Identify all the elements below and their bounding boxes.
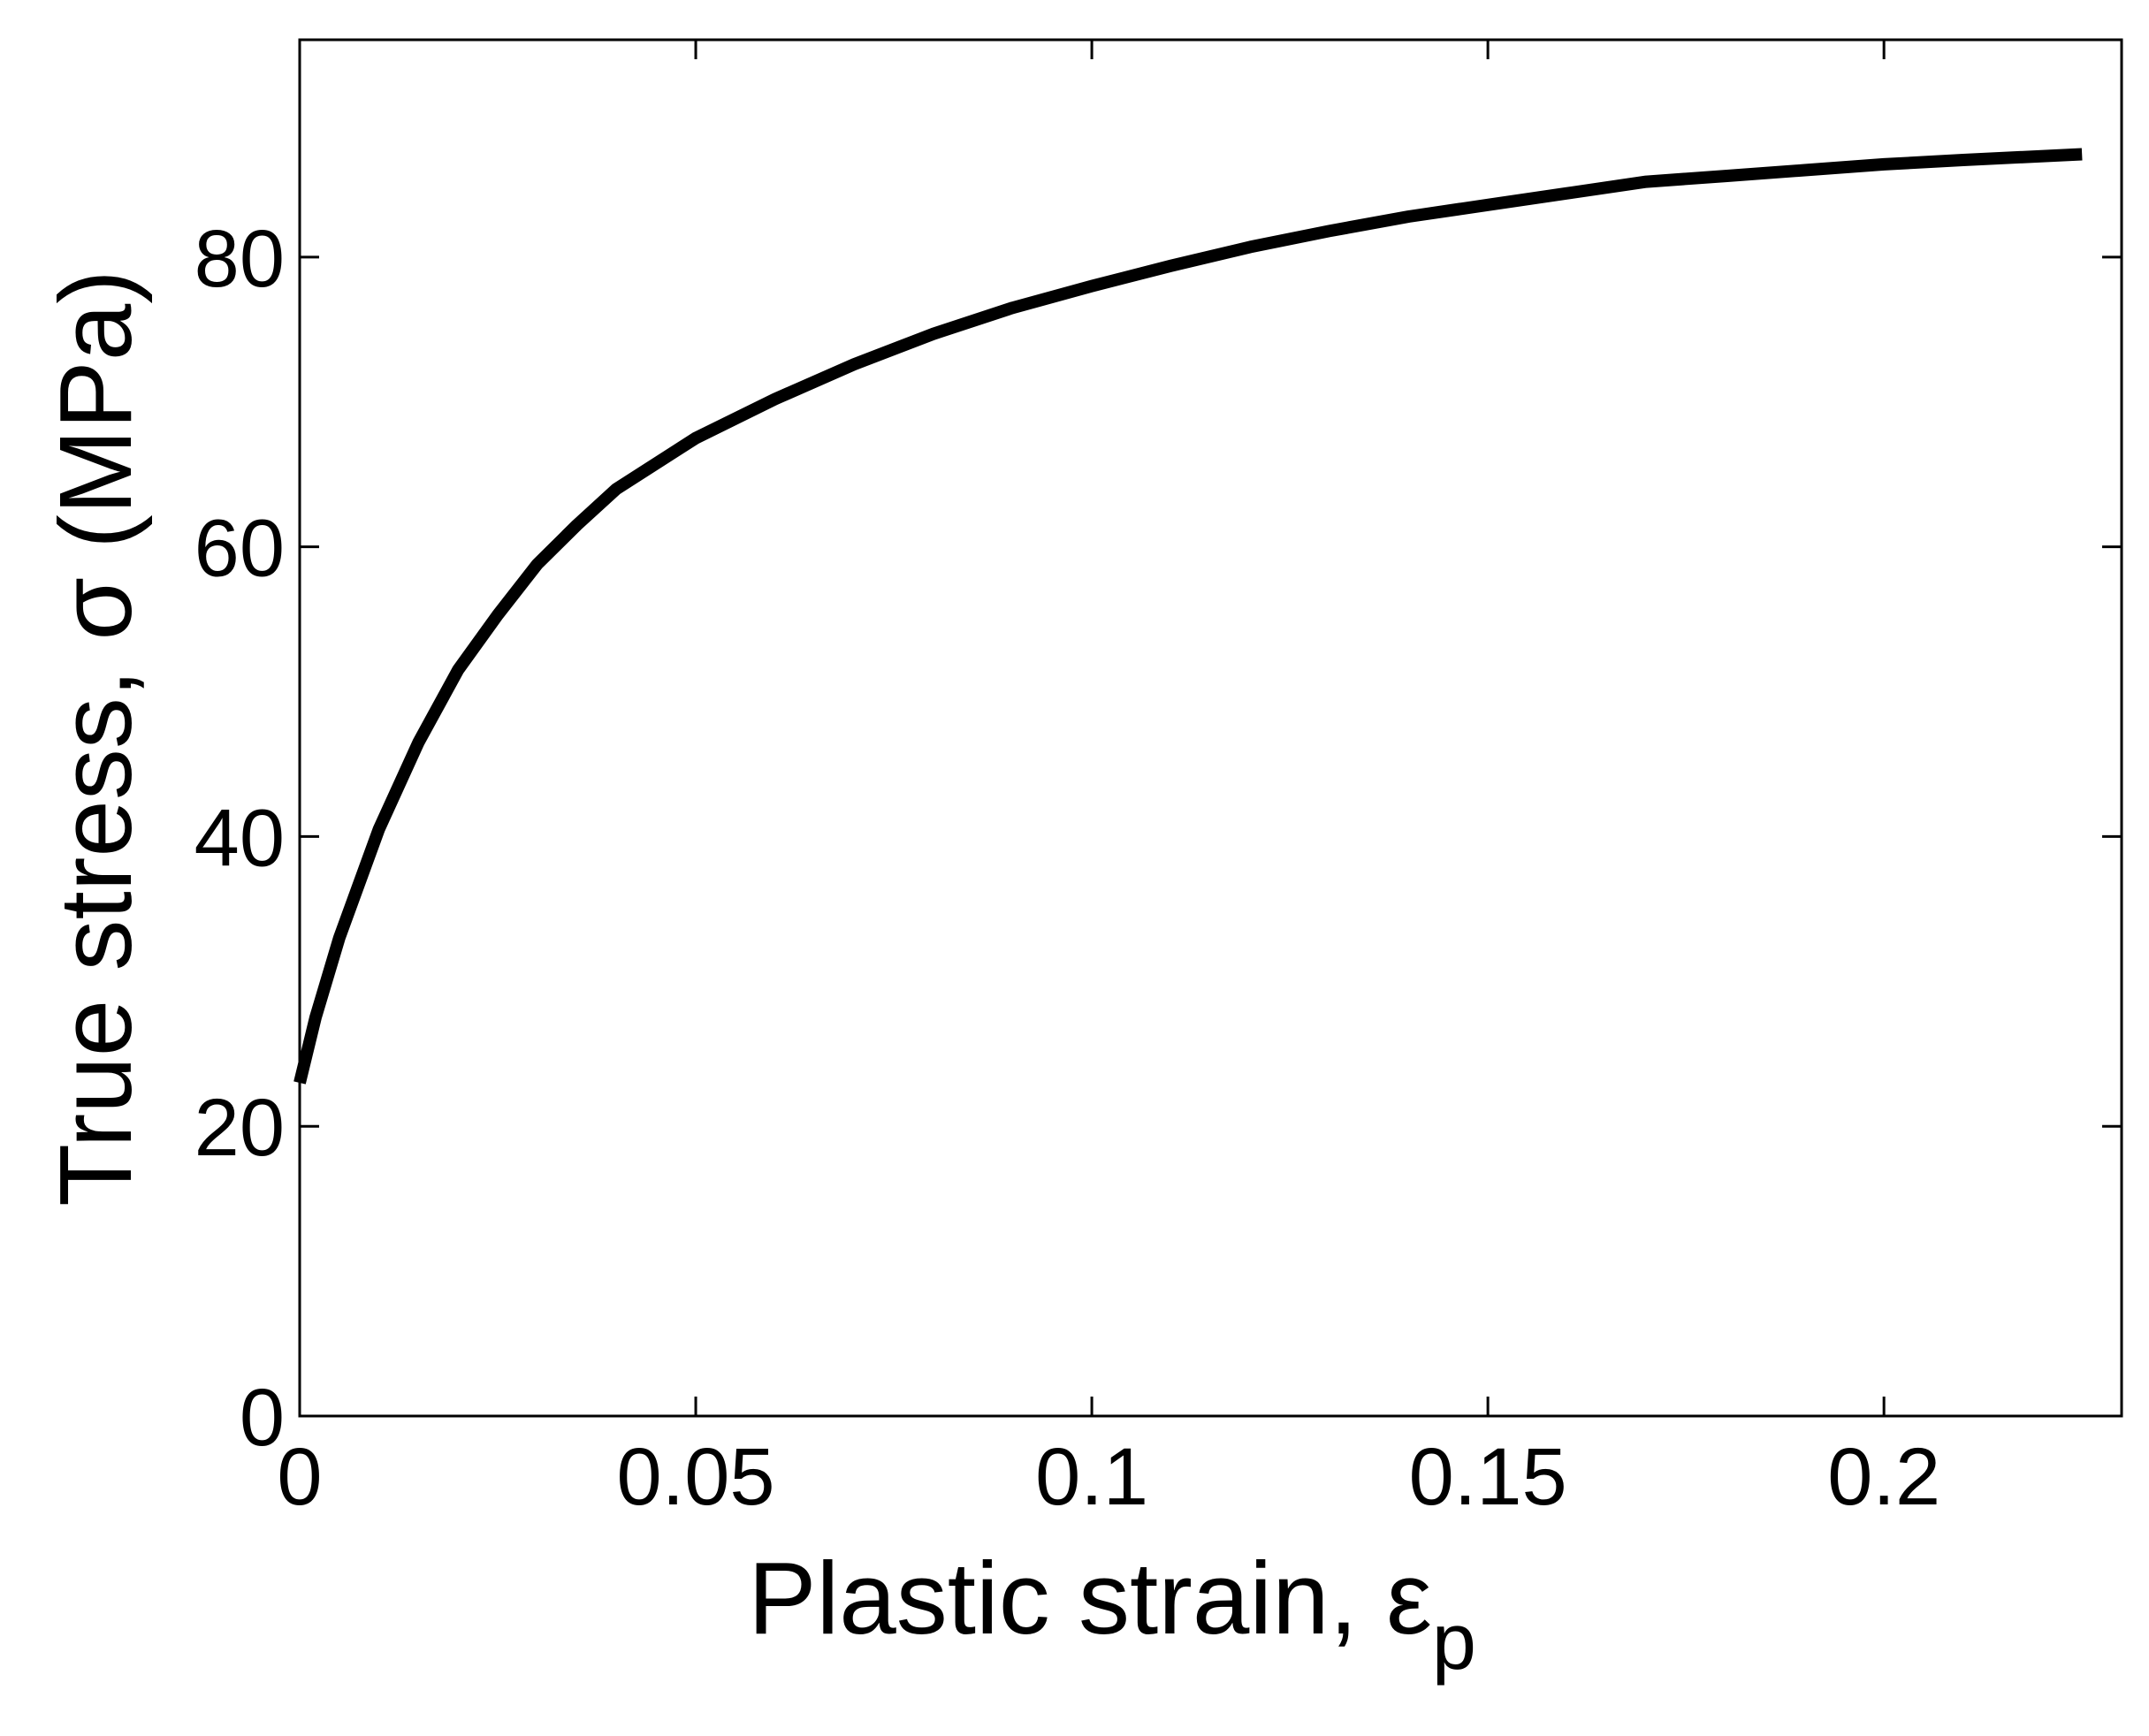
y-tick-label: 40 <box>194 793 285 883</box>
x-tick-label: 0.1 <box>1035 1432 1148 1522</box>
y-tick-label: 80 <box>194 214 285 304</box>
axis-ticks <box>298 40 2122 1418</box>
plot-area <box>298 38 2123 1418</box>
tick-labels: 0 0.05 0.1 0.15 0.2 0 20 40 60 80 <box>194 214 1940 1522</box>
y-tick-label: 60 <box>194 504 285 594</box>
y-tick-label: 0 <box>240 1373 285 1463</box>
x-tick-label: 0.2 <box>1827 1432 1940 1522</box>
x-tick-label: 0.05 <box>617 1432 775 1522</box>
x-tick-label: 0 <box>277 1432 322 1522</box>
y-axis-label: True stress, σ (MPa) <box>38 270 153 1207</box>
stress-strain-curve <box>293 148 2083 1085</box>
x-tick-label: 0.15 <box>1409 1432 1567 1522</box>
x-axis-label: Plastic strain, εp <box>748 1541 1476 1687</box>
y-tick-label: 20 <box>194 1083 285 1173</box>
